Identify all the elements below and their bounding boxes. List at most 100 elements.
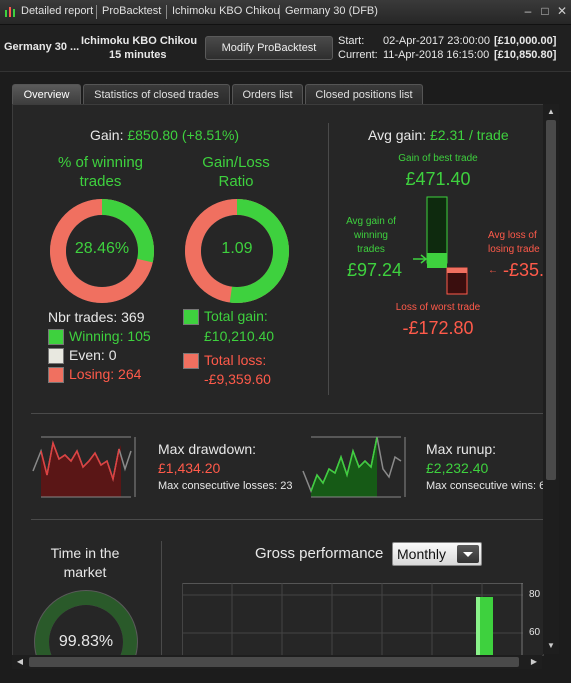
chevron-down-icon[interactable] <box>457 545 479 563</box>
best-trade-value: £471.40 <box>405 169 471 189</box>
scroll-left-icon[interactable]: ◀ <box>16 657 24 666</box>
gain-label: Gain: <box>90 127 124 143</box>
minimize-button[interactable]: – <box>524 4 532 18</box>
start-value: [£10,000.00] <box>494 35 557 47</box>
period-select-value: Monthly <box>397 546 447 562</box>
losing-swatch <box>48 367 64 383</box>
tab-statistics-closed-trades[interactable]: Statistics of closed trades <box>83 84 230 105</box>
gain-arc <box>185 199 289 303</box>
worst-trade-label: Loss of worst trade <box>395 302 481 313</box>
horizontal-scroll-thumb[interactable] <box>29 657 519 667</box>
scroll-right-icon[interactable]: ▶ <box>530 657 538 666</box>
gain-line: Gain: £850.80 (+8.51%) <box>90 127 239 143</box>
vertical-scroll-thumb[interactable] <box>546 120 556 480</box>
current-value: [£10,850.80] <box>494 49 557 61</box>
gross-performance-chart <box>182 583 525 655</box>
gross-y-tick-60: 60 <box>529 627 541 638</box>
total-gain-label: Total gain: <box>204 308 268 324</box>
maximize-button[interactable]: □ <box>541 4 549 18</box>
avg-gain-label: Avg gain: <box>368 127 427 143</box>
gain-value: £850.80 (+8.51%) <box>127 127 240 143</box>
tab-bar: Overview Statistics of closed trades Ord… <box>0 84 571 105</box>
ratio-value: 1.09 <box>221 240 253 257</box>
tab-closed-positions-list[interactable]: Closed positions list <box>305 84 423 105</box>
max-drawdown-value: £1,434.20 <box>158 460 221 476</box>
total-gain-value: £10,210.40 <box>204 328 275 344</box>
time-in-market-donut <box>34 590 138 655</box>
scroll-up-icon[interactable]: ▲ <box>547 107 555 116</box>
best-trade-label: Gain of best trade <box>398 153 478 164</box>
max-runup-value: £2,232.40 <box>426 460 489 476</box>
overview-panel: Gain: £850.80 (+8.51%) % of winning trad… <box>12 104 544 656</box>
gain-loss-donut <box>185 199 289 303</box>
avg-gain-line: Avg gain: £2.31 / trade <box>368 127 509 143</box>
chart-app-icon <box>5 7 15 17</box>
time-market-line1: Time in the <box>50 545 120 561</box>
vertical-scrollbar[interactable]: ▲ ▼ <box>543 104 559 654</box>
losing-count: Losing: 264 <box>69 366 142 382</box>
ratio-title-line2: Ratio <box>218 173 254 190</box>
winning-pct-value: 28.46% <box>74 240 130 257</box>
drawdown-sparkline <box>32 436 136 498</box>
max-runup-label: Max runup: <box>426 441 497 457</box>
total-loss-value: -£9,359.60 <box>204 371 271 387</box>
section-divider <box>328 123 329 395</box>
nbr-trades: Nbr trades: 369 <box>48 309 145 325</box>
winning-trades-donut <box>50 199 154 303</box>
title-probacktest: ProBacktest <box>102 5 162 17</box>
tab-overview[interactable]: Overview <box>12 84 81 105</box>
scroll-down-icon[interactable]: ▼ <box>547 641 555 650</box>
strategy-name: Ichimoku KBO Chikou <box>81 35 198 47</box>
divider-2 <box>31 519 543 520</box>
report-header: Germany 30 ... Ichimoku KBO Chikou 15 mi… <box>0 25 571 72</box>
winning-swatch <box>48 329 64 345</box>
avg-loss-arrow: ← <box>488 265 498 276</box>
current-date: 11-Apr-2018 16:15:00 <box>383 49 490 61</box>
avg-win-label-line3: trades <box>357 244 385 255</box>
avg-loss-label-line1: Avg loss of <box>488 230 537 241</box>
tab-orders-list[interactable]: Orders list <box>232 84 303 105</box>
instrument-name: Germany 30 ... <box>4 41 80 53</box>
start-date: 02-Apr-2017 23:00:00 <box>383 35 491 47</box>
avg-loss-label-line2: losing trade <box>488 244 540 255</box>
avg-gain-value: £2.31 / trade <box>430 127 509 143</box>
even-count: Even: 0 <box>69 347 117 363</box>
time-in-market-value: 99.83% <box>58 633 114 650</box>
divider-1 <box>31 413 543 414</box>
start-label: Start: <box>338 35 365 47</box>
total-loss-label: Total loss: <box>204 352 267 368</box>
divider-3 <box>161 541 162 655</box>
max-consecutive-wins: Max consecutive wins: 6 <box>426 480 544 492</box>
avg-loss-label: Avg loss of losing trade <box>488 229 540 257</box>
winning-title-line2: trades <box>79 173 122 190</box>
trade-range-bar <box>413 196 468 295</box>
avg-win-label-line2: winning <box>354 230 388 241</box>
gain-loss-ratio-title: Gain/Loss Ratio <box>181 153 291 191</box>
modify-probacktest-button[interactable]: Modify ProBacktest <box>205 36 333 60</box>
runup-sparkline <box>302 436 406 498</box>
period-select[interactable]: Monthly <box>392 542 482 566</box>
gross-y-tick-80: 80 <box>529 589 541 600</box>
gross-chart-grid <box>182 583 523 655</box>
even-swatch <box>48 348 64 364</box>
avg-win-label: Avg gain of winning trades <box>335 215 407 257</box>
max-drawdown-label: Max drawdown: <box>158 441 257 457</box>
total-gain-swatch <box>183 309 199 325</box>
max-consecutive-losses: Max consecutive losses: 23 <box>158 480 293 492</box>
horizontal-scrollbar[interactable]: ◀ ▶ <box>12 655 542 669</box>
title-instrument: Germany 30 (DFB) <box>285 5 378 17</box>
title-detailed-report: Detailed report <box>21 5 94 17</box>
avg-win-value: £97.24 <box>347 260 403 280</box>
title-strategy: Ichimoku KBO Chikou <box>172 5 280 17</box>
avg-loss-value: -£35.4 <box>503 260 544 280</box>
winning-arc <box>50 199 154 303</box>
worst-trade-value: -£172.80 <box>402 318 474 338</box>
current-label: Current: <box>338 49 378 61</box>
close-button[interactable]: ✕ <box>556 4 568 18</box>
total-loss-swatch <box>183 353 199 369</box>
gross-performance-label: Gross performance <box>255 545 384 562</box>
winning-trades-title: % of winning trades <box>13 153 188 191</box>
time-in-market-title: Time in the market <box>31 544 139 582</box>
timeframe: 15 minutes <box>109 49 167 61</box>
ratio-title-line1: Gain/Loss <box>202 154 270 171</box>
